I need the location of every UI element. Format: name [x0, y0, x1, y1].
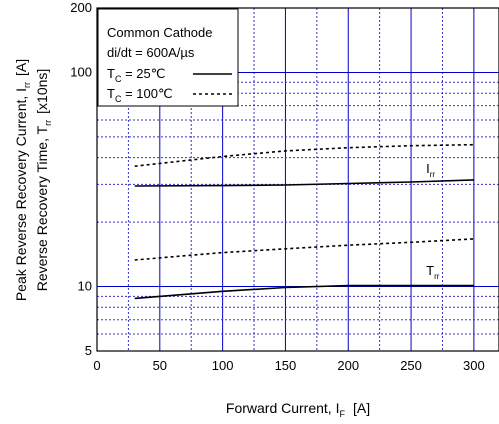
- legend: Common Cathode di/dt = 600A/µs TC = 25℃ …: [97, 8, 239, 107]
- plot-frame: [96, 7, 499, 352]
- x-axis-label: Forward Current, IF [A]: [226, 400, 370, 419]
- ticks-layer: 0 50 100 150 200 250 300 5 10 100 200: [70, 0, 484, 373]
- x-tick-label: 0: [93, 358, 100, 373]
- y-tick-label: 5: [85, 343, 92, 358]
- series-irr-100c-line: [134, 143, 474, 167]
- legend-line-2: di/dt = 600A/µs: [107, 45, 195, 60]
- y-tick-label: 200: [70, 0, 92, 15]
- x-tick-label: 50: [153, 358, 167, 373]
- legend-line-1: Common Cathode: [107, 25, 213, 40]
- y-tick-label: 100: [70, 64, 92, 79]
- x-tick-label: 100: [212, 358, 234, 373]
- legend-entry-2: TC = 100℃: [107, 86, 173, 104]
- annotation-trr: Trr: [426, 263, 440, 281]
- annotation-irr: Irr: [426, 161, 435, 179]
- legend-box: [97, 8, 239, 107]
- y-axis-label-1: Peak Reverse Recovery Current, Irr[A]: [13, 59, 32, 301]
- series-trr-100c-line: [134, 238, 474, 261]
- series-irr-25c-line: [134, 179, 474, 187]
- y-axis-label-2: Reverse Recovery Time, Trr[x10ns]: [34, 69, 53, 292]
- y-tick-label: 10: [78, 279, 92, 294]
- series-trr-25c-line: [134, 284, 474, 300]
- x-tick-label: 200: [337, 358, 359, 373]
- legend-entry-1: TC = 25℃: [107, 66, 165, 84]
- x-tick-label: 150: [275, 358, 297, 373]
- x-tick-label: 250: [400, 358, 422, 373]
- x-tick-label: 300: [463, 358, 485, 373]
- series-layer: [134, 143, 474, 300]
